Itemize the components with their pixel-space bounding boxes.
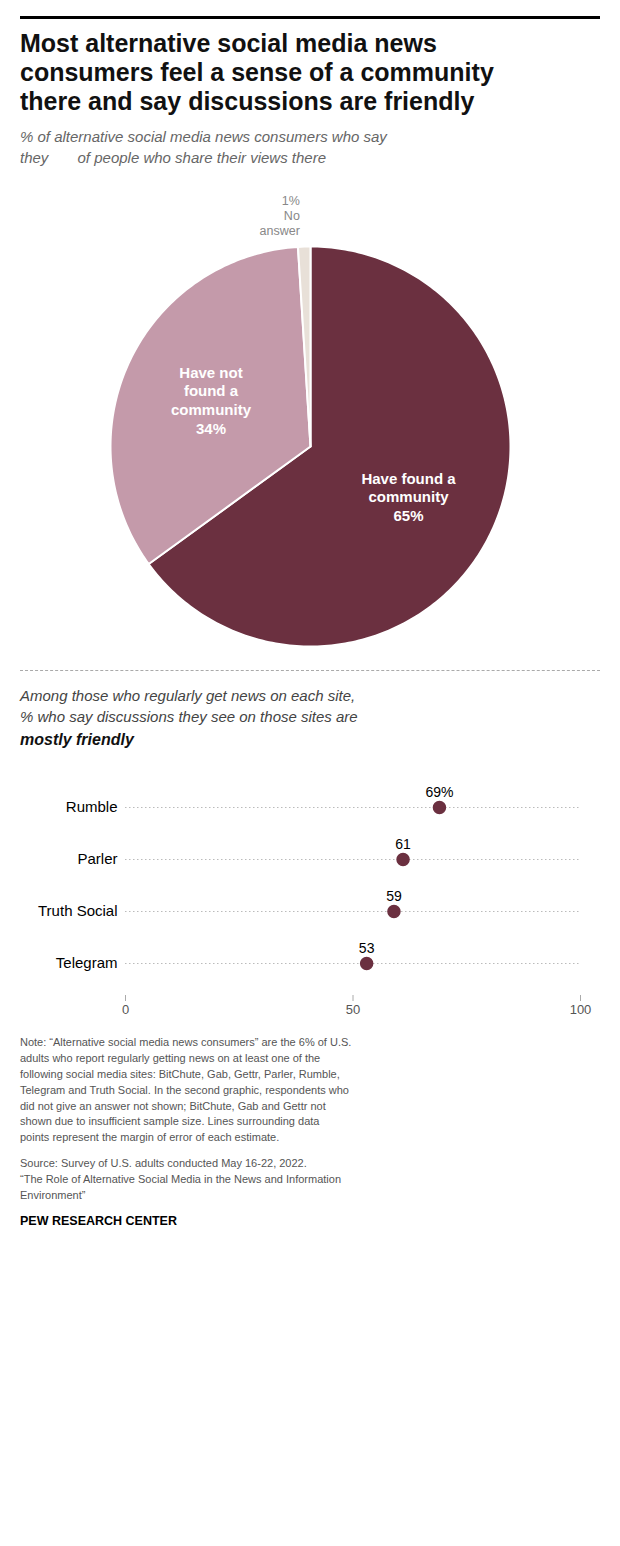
svg-text:0: 0 — [122, 1001, 129, 1016]
html-text:Note: “Alternative social medi: Note: “Alternative social media news con… — [20, 1035, 352, 1144]
html-text:Most alternative social media: Most alternative social media news consu… — [20, 29, 494, 115]
svg-text:Parler: Parler — [77, 850, 117, 867]
svg-text:61: 61 — [395, 836, 411, 852]
html-text:PEW RESEARCH CENTER: PEW RESEARCH CENTER — [20, 1214, 177, 1229]
svg-text:Rumble: Rumble — [66, 798, 118, 815]
svg-text:Truth Social: Truth Social — [38, 902, 117, 919]
svg-text:59: 59 — [386, 888, 402, 904]
svg-text:69%: 69% — [425, 784, 453, 800]
svg-text:100: 100 — [570, 1001, 592, 1016]
svg-text:Telegram: Telegram — [56, 954, 118, 971]
svg-text:Have found acommunity65%: Have found acommunity65% — [361, 469, 456, 524]
svg-text:Have notfound acommunity34%: Have notfound acommunity34% — [171, 363, 252, 436]
svg-text:53: 53 — [359, 940, 375, 956]
svg-text:1%Noanswer: 1%Noanswer — [260, 193, 300, 237]
html-text:% of alternative social media: % of alternative social media news consu… — [20, 128, 387, 166]
html-text:Source: Survey of U.S. adults: Source: Survey of U.S. adults conducted … — [20, 1157, 341, 1202]
html-text:Among those who regularly get: Among those who regularly get news on ea… — [20, 686, 358, 725]
svg-text:50: 50 — [346, 1001, 360, 1016]
html-text:mostly friendly: mostly friendly — [20, 730, 134, 748]
